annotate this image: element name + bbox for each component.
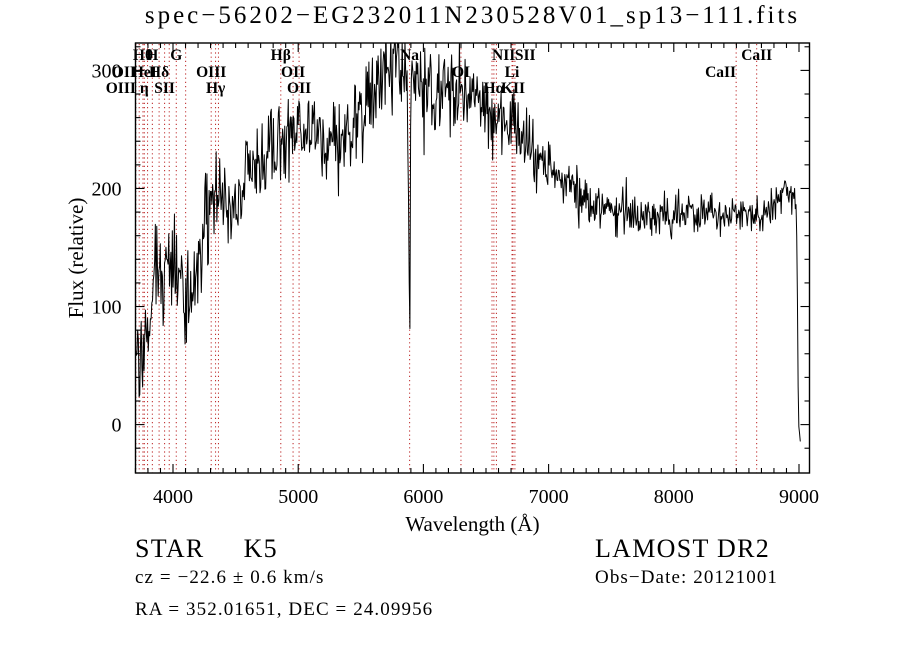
svg-text:OII: OII <box>287 80 311 97</box>
svg-text:OIII: OIII <box>196 64 226 81</box>
svg-text:5000: 5000 <box>278 486 318 508</box>
svg-text:Flux (relative): Flux (relative) <box>64 198 88 319</box>
svg-text:Hδ: Hδ <box>149 64 169 81</box>
svg-text:KII: KII <box>501 80 525 97</box>
svg-text:6000: 6000 <box>403 486 443 508</box>
svg-text:OIII: OIII <box>106 80 136 97</box>
svg-text:9000: 9000 <box>779 486 819 508</box>
svg-text:SII: SII <box>515 47 536 64</box>
svg-text:G: G <box>170 47 182 64</box>
svg-text:Li: Li <box>505 64 520 81</box>
svg-text:Wavelength (Å): Wavelength (Å) <box>405 512 539 536</box>
svg-text:CaII: CaII <box>741 47 772 64</box>
svg-text:NII: NII <box>492 47 515 64</box>
svg-text:4000: 4000 <box>153 486 193 508</box>
svg-text:Hγ: Hγ <box>206 80 226 97</box>
svg-text:200: 200 <box>92 179 122 201</box>
svg-text:Na: Na <box>400 47 419 64</box>
svg-text:OI: OI <box>452 64 470 81</box>
svg-text:8000: 8000 <box>654 486 694 508</box>
svg-text:η: η <box>140 80 149 97</box>
svg-text:CaII: CaII <box>705 64 736 81</box>
svg-text:H: H <box>146 47 158 64</box>
svg-text:OII: OII <box>281 64 305 81</box>
svg-text:SII: SII <box>154 80 175 97</box>
svg-text:0: 0 <box>112 415 122 437</box>
svg-text:100: 100 <box>92 297 122 319</box>
svg-text:Hβ: Hβ <box>271 47 291 64</box>
svg-text:7000: 7000 <box>529 486 569 508</box>
